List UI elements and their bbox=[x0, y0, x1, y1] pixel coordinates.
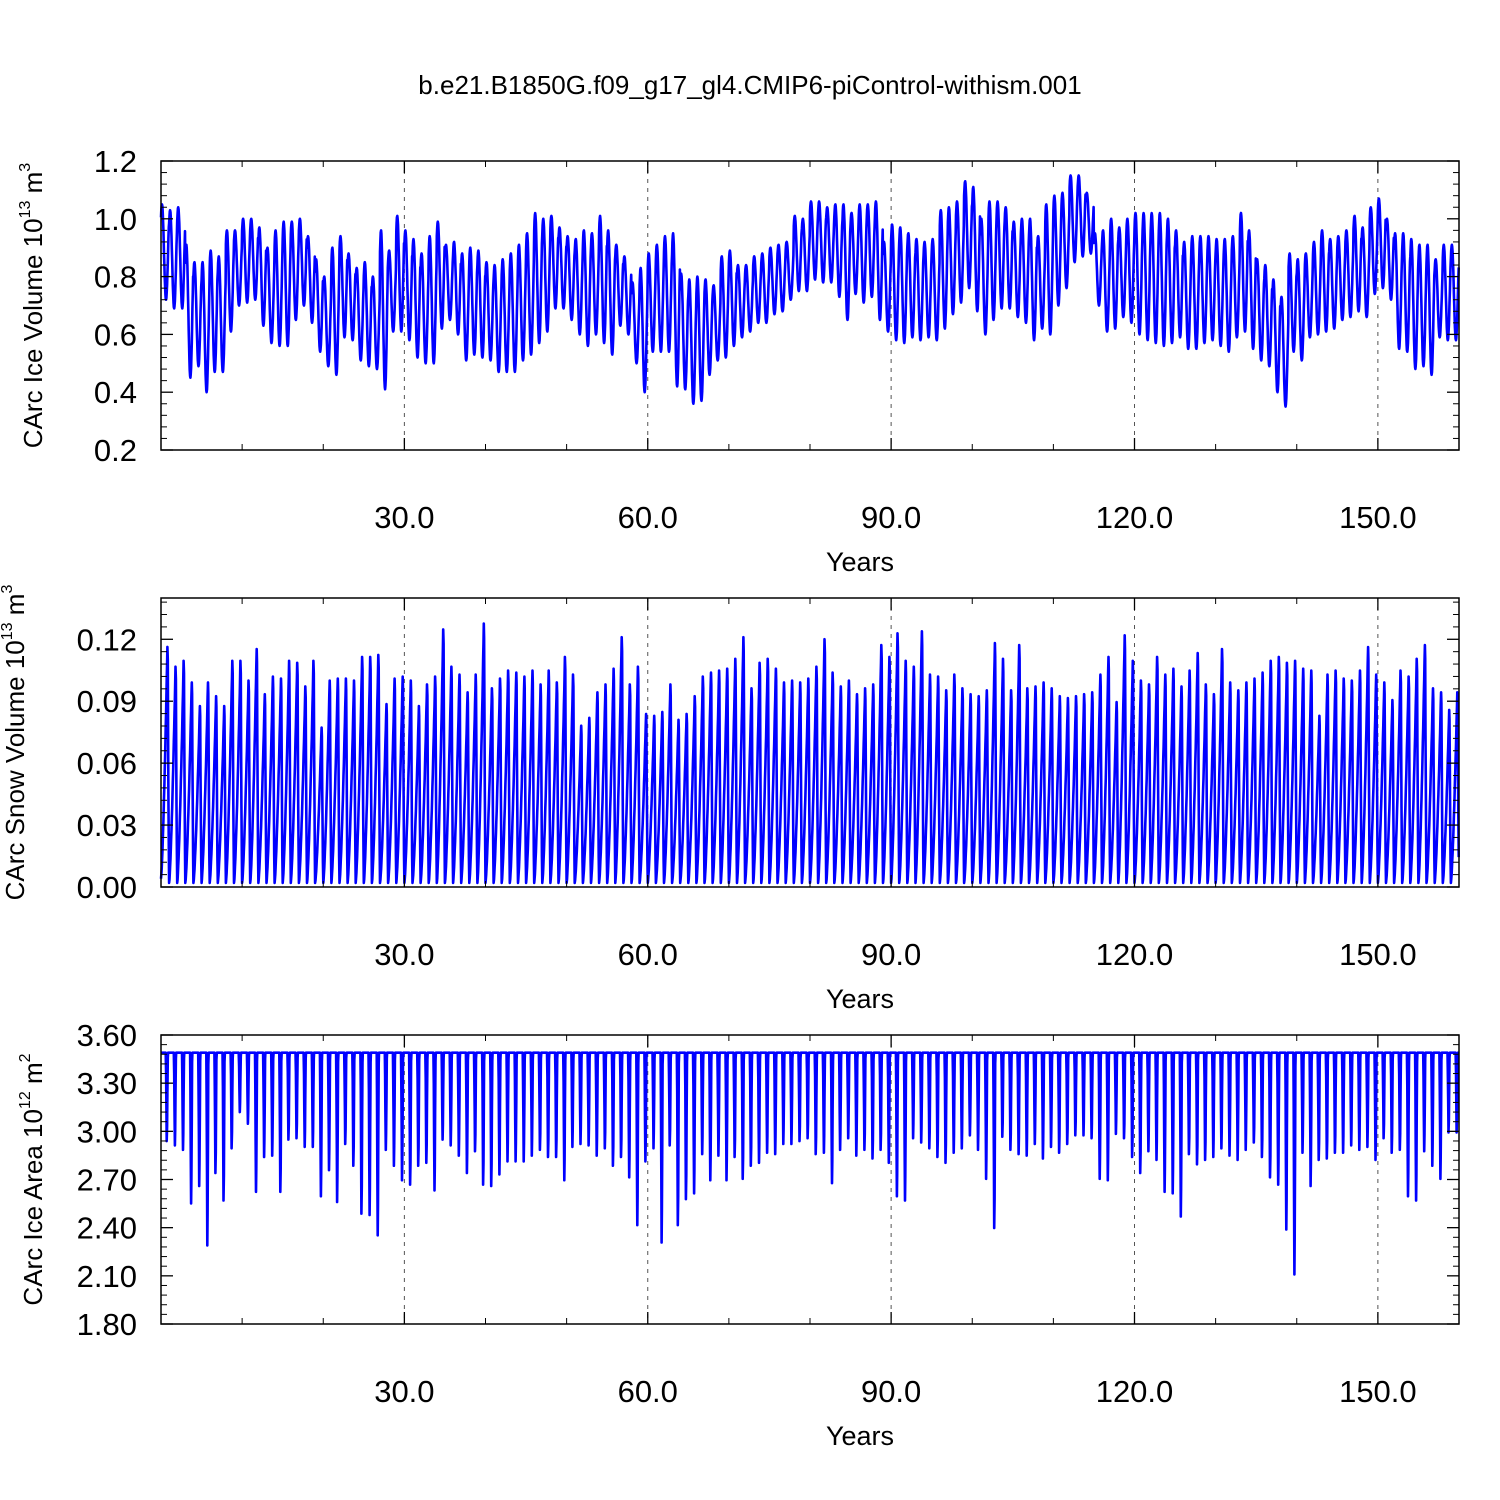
x-tick-label: 150.0 bbox=[1339, 1374, 1417, 1409]
y-tick-label: 0.6 bbox=[94, 317, 137, 352]
y-tick-label: 0.09 bbox=[77, 684, 137, 719]
x-axis-label: Years bbox=[826, 984, 894, 1014]
x-tick-label: 60.0 bbox=[618, 1374, 678, 1409]
plot-frame bbox=[160, 1034, 1460, 1325]
x-tick-label: 90.0 bbox=[861, 937, 921, 972]
x-tick-label: 60.0 bbox=[618, 500, 678, 535]
y-tick-label: 0.4 bbox=[94, 375, 137, 410]
y-axis-label: CArc Ice Area 1012 m2 bbox=[17, 1053, 48, 1305]
y-tick-label: 3.60 bbox=[77, 1018, 137, 1053]
y-tick-label: 0.8 bbox=[94, 260, 137, 295]
x-axis-label: Years bbox=[826, 1421, 894, 1451]
y-axis-label: CArc Snow Volume 1013 m3 bbox=[0, 585, 30, 901]
panel-snow-volume: 30.0 60.0 90.0 120.0 150.0 Years 0.00 0.03 0.06 0… bbox=[0, 585, 1460, 1014]
panel-ice-volume: 30.0 60.0 90.0 120.0 150.0 Years 0.2 0.4 0.6 0.8 1… bbox=[17, 144, 1460, 577]
y-tick-label: 1.0 bbox=[94, 202, 137, 237]
x-tick-label: 60.0 bbox=[618, 937, 678, 972]
x-axis-label: Years bbox=[826, 547, 894, 577]
y-tick-label: 3.30 bbox=[77, 1066, 137, 1101]
y-tick-label: 1.2 bbox=[94, 144, 137, 179]
x-tick-label: 150.0 bbox=[1339, 500, 1417, 535]
x-tick-label: 90.0 bbox=[861, 500, 921, 535]
x-tick-label: 30.0 bbox=[374, 1374, 434, 1409]
x-tick-label: 30.0 bbox=[374, 500, 434, 535]
y-tick-label: 3.00 bbox=[77, 1114, 137, 1149]
y-tick-label: 2.70 bbox=[77, 1163, 137, 1198]
x-tick-label: 150.0 bbox=[1339, 937, 1417, 972]
x-tick-label: 30.0 bbox=[374, 937, 434, 972]
chart-title: b.e21.B1850G.f09_g17_gl4.CMIP6-piControl… bbox=[418, 70, 1082, 100]
x-tick-label: 120.0 bbox=[1096, 500, 1174, 535]
y-tick-label: 0.2 bbox=[94, 433, 137, 468]
y-axis-label: CArc Ice Volume 1013 m3 bbox=[17, 163, 48, 448]
x-tick-label: 120.0 bbox=[1096, 937, 1174, 972]
x-tick-label: 120.0 bbox=[1096, 1374, 1174, 1409]
y-tick-label: 2.10 bbox=[77, 1259, 137, 1294]
y-tick-label: 0.06 bbox=[77, 746, 137, 781]
series-line bbox=[160, 1051, 1460, 1276]
panel-ice-area: 30.0 60.0 90.0 120.0 150.0 Years 1.80 2.10 2.40 2… bbox=[17, 1018, 1460, 1451]
x-tick-label: 90.0 bbox=[861, 1374, 921, 1409]
series-line bbox=[159, 622, 1460, 885]
series-line bbox=[159, 174, 1460, 408]
y-tick-label: 1.80 bbox=[77, 1307, 137, 1342]
y-tick-label: 2.40 bbox=[77, 1211, 137, 1246]
y-tick-label: 0.03 bbox=[77, 808, 137, 843]
y-tick-label: 0.00 bbox=[77, 870, 137, 905]
y-tick-label: 0.12 bbox=[77, 622, 137, 657]
